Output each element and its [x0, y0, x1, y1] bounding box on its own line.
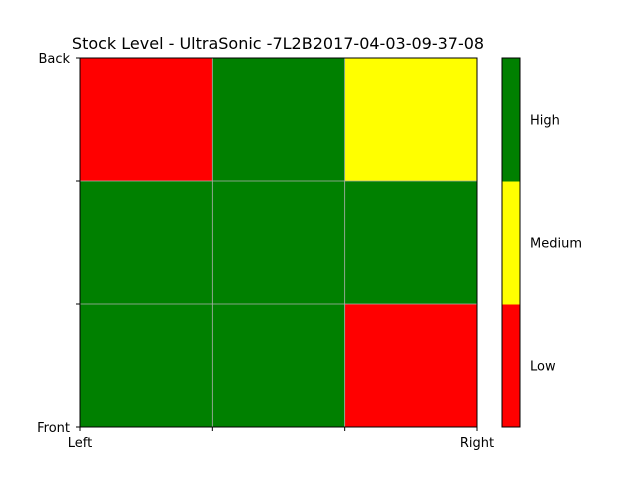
chart-title: Stock Level - UltraSonic -7L2B2017-04-03… [72, 34, 484, 53]
heatmap-cell-r0-c1 [212, 58, 346, 182]
heatmap-grid [80, 58, 477, 427]
colorbar-label: High [530, 114, 560, 129]
heatmap-cell-r2-c2 [344, 304, 478, 428]
heatmap-cell-r1-c1 [212, 181, 346, 305]
heatmap-cell-r2-c0 [80, 304, 213, 428]
colorbar: Low Medium High [501, 57, 582, 428]
heatmap-cell-r0-c0 [80, 58, 213, 182]
colorbar-label: Medium [530, 237, 582, 252]
y-tick-label: Front [37, 421, 70, 436]
heatmap-cell-r2-c1 [212, 304, 346, 428]
heatmap-cell-r1-c2 [344, 181, 478, 305]
x-tick-label: Left [68, 436, 92, 451]
axis-ticks: Left Right Front Back [37, 52, 494, 451]
y-tick-label: Back [38, 52, 70, 67]
plot-frame [79, 57, 478, 428]
x-tick-label: Right [460, 436, 494, 451]
colorbar-segment-low [502, 304, 520, 428]
heatmap-cell-r0-c2 [344, 58, 478, 182]
heatmap-cell-r1-c0 [80, 181, 213, 305]
colorbar-segment-high [502, 58, 520, 182]
colorbar-segment-medium [502, 181, 520, 305]
colorbar-frame [501, 57, 521, 428]
heatmap-cells [80, 58, 478, 428]
colorbar-label: Low [530, 360, 556, 375]
